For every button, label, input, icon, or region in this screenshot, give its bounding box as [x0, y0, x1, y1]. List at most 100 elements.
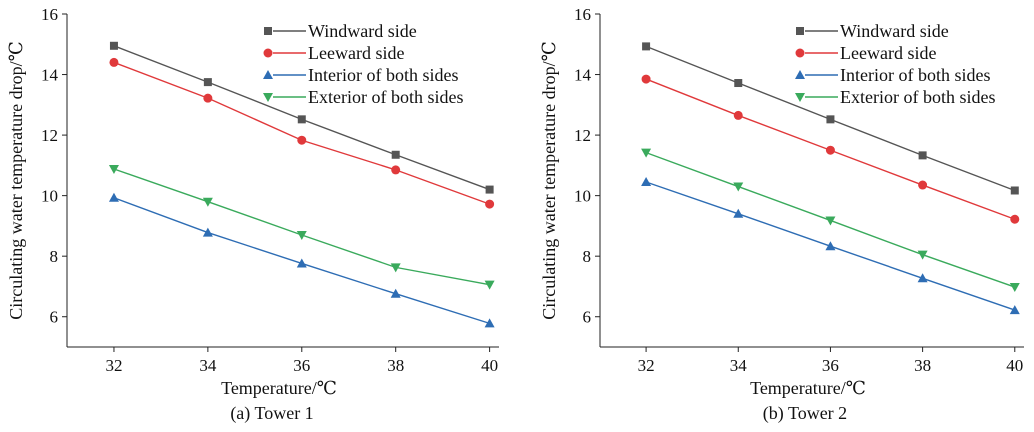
data-point [826, 115, 835, 124]
data-point [1010, 214, 1020, 224]
legend-label: Leeward side [840, 43, 936, 63]
legend-marker [796, 27, 804, 35]
chart-caption: (b) Tower 2 [763, 403, 847, 424]
legend-item: Leeward side [263, 43, 404, 63]
series-windward-side [642, 42, 1019, 195]
data-point [1009, 283, 1020, 293]
data-point [918, 180, 928, 190]
x-tick-label: 36 [293, 356, 310, 375]
data-point [390, 288, 401, 298]
legend-marker [795, 93, 805, 102]
legend-label: Windward side [840, 21, 949, 41]
legend-item: Windward side [264, 21, 417, 41]
legend-item: Interior of both sides [795, 65, 990, 85]
legend-label: Leeward side [308, 43, 404, 63]
series-exterior-of-both-sides [108, 164, 495, 290]
x-tick-label: 34 [199, 356, 217, 375]
data-point [1009, 305, 1020, 315]
series-leeward-side [109, 57, 495, 209]
data-point [108, 164, 119, 174]
y-tick-label: 14 [41, 66, 59, 85]
data-point [917, 250, 928, 260]
x-tick-label: 32 [638, 356, 655, 375]
chart-tower-2: 6 8 10 12 14 16 32 34 36 38 40 Temperature/℃ Circula… [539, 5, 1024, 424]
data-point [109, 41, 118, 50]
legend-label: Interior of both sides [308, 65, 458, 85]
y-tick-label: 6 [583, 308, 592, 327]
x-tick-label: 32 [105, 356, 122, 375]
data-point [825, 145, 835, 155]
data-point [641, 148, 652, 158]
x-tick-label: 40 [481, 356, 498, 375]
legend-label: Interior of both sides [840, 65, 990, 85]
y-tick-label: 12 [574, 126, 591, 145]
legend-marker [263, 48, 273, 58]
data-point [825, 216, 836, 226]
y-tick-label: 16 [41, 5, 58, 24]
legend-label: Exterior of both sides [308, 87, 463, 107]
legend-marker [263, 93, 273, 102]
x-axis-title: Temperature/℃ [221, 378, 337, 398]
series-interior-of-both-sides [641, 177, 1020, 315]
data-point [733, 208, 744, 218]
data-point [202, 227, 213, 237]
x-tick-label: 38 [387, 356, 404, 375]
data-point [109, 57, 119, 67]
x-tick-label: 40 [1006, 356, 1023, 375]
data-point [296, 230, 307, 240]
series-windward-side [109, 41, 494, 194]
y-axis-title: Circulating water temperature drop/℃ [539, 41, 559, 320]
legend-label: Exterior of both sides [840, 87, 995, 107]
legend-label: Windward side [308, 21, 417, 41]
data-point [734, 79, 743, 88]
y-axis-title: Circulating water temperature drop/℃ [6, 41, 26, 320]
x-tick-label: 38 [914, 356, 931, 375]
data-point [297, 135, 307, 145]
data-point [484, 280, 495, 290]
data-point [641, 74, 651, 84]
legend-item: Interior of both sides [263, 65, 458, 85]
data-point [203, 78, 212, 87]
legend-marker [264, 27, 272, 35]
legend-item: Leeward side [795, 43, 936, 63]
data-point [391, 165, 401, 175]
legend-marker [795, 70, 805, 79]
x-tick-label: 36 [822, 356, 839, 375]
data-point [108, 192, 119, 202]
y-tick-label: 8 [583, 247, 592, 266]
y-tick-label: 8 [50, 247, 59, 266]
series-leeward-side [641, 74, 1020, 224]
data-point [296, 258, 307, 268]
data-point [485, 185, 494, 194]
x-axis-title: Temperature/℃ [750, 378, 866, 398]
x-tick-label: 34 [730, 356, 748, 375]
data-point [733, 110, 743, 120]
chart-tower-1: 6 8 10 12 14 16 32 34 36 38 40 Temperature/℃ Circula… [6, 5, 499, 424]
y-tick-label: 14 [574, 66, 592, 85]
y-tick-label: 6 [50, 308, 59, 327]
legend-marker [795, 48, 805, 58]
legend-item: Exterior of both sides [263, 87, 463, 107]
legend-marker [263, 70, 273, 79]
data-point [391, 150, 400, 159]
series-interior-of-both-sides [108, 192, 495, 328]
y-tick-label: 12 [41, 126, 58, 145]
y-tick-label: 16 [574, 5, 591, 24]
data-point [825, 241, 836, 251]
data-point [917, 273, 928, 283]
data-point [203, 93, 213, 103]
chart-caption: (a) Tower 1 [230, 403, 313, 424]
data-point [733, 182, 744, 192]
data-point [485, 199, 495, 209]
legend-item: Exterior of both sides [795, 87, 995, 107]
y-tick-label: 10 [574, 187, 591, 206]
data-point [297, 115, 306, 124]
data-point [390, 263, 401, 273]
series-exterior-of-both-sides [641, 148, 1020, 293]
data-point [202, 197, 213, 207]
data-point [642, 42, 651, 51]
data-point [641, 177, 652, 187]
data-point [1010, 186, 1019, 195]
legend-item: Windward side [796, 21, 949, 41]
